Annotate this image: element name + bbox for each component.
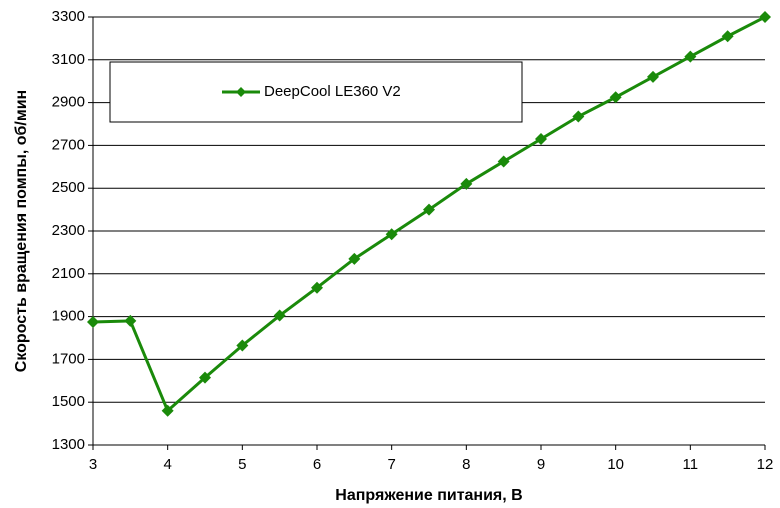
x-tick-label: 12 [757,456,774,473]
y-tick-label: 1500 [52,393,85,410]
y-tick-label: 2500 [52,179,85,196]
point [348,252,361,265]
x-tick-label: 7 [387,456,395,473]
point [535,132,547,145]
point [87,315,99,328]
point [721,30,734,43]
point [609,91,622,104]
x-axis-title: Напряжение питания, В [335,487,522,504]
y-tick-label: 1300 [52,436,85,453]
point [311,281,323,294]
y-tick-label: 1700 [52,350,85,367]
point [497,155,510,168]
point [199,371,211,384]
y-tick-label: 2100 [52,265,85,282]
x-tick-label: 3 [89,456,97,473]
x-tick-label: 6 [313,456,321,473]
x-tick-label: 4 [163,456,171,473]
legend-marker [236,87,246,97]
x-tick-label: 8 [462,456,470,473]
point [460,177,473,190]
point [385,228,398,241]
point [423,203,435,216]
point [161,404,174,417]
legend-label: DeepCool LE360 V2 [264,83,401,100]
y-tick-label: 3100 [52,51,85,68]
x-tick-label: 10 [607,456,624,473]
y-tick-label: 1900 [52,308,85,325]
y-tick-label: 3300 [52,8,85,25]
point [236,339,249,352]
legend-box [109,61,523,123]
x-tick-label: 9 [537,456,545,473]
point [124,314,137,327]
y-tick-label: 2700 [52,136,85,153]
x-tick-label: 5 [238,456,246,473]
point [759,11,771,23]
y-tick-label: 2300 [52,222,85,239]
point [572,110,585,123]
x-tick-label: 11 [683,456,699,473]
point [273,309,286,322]
point [684,50,697,63]
point [647,70,659,83]
y-tick-label: 2900 [52,94,85,111]
y-axis-title: Скорость вращения помпы, об/мин [13,90,30,372]
